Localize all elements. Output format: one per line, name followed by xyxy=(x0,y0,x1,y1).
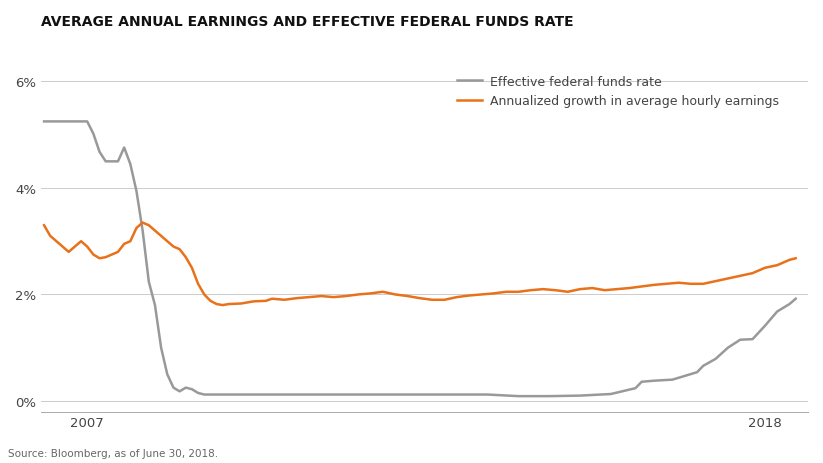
Annualized growth in average hourly earnings xyxy=(137,220,147,226)
Effective federal funds rate xyxy=(298,392,308,397)
Annualized growth in average hourly earnings xyxy=(791,256,801,262)
Annualized growth in average hourly earnings xyxy=(70,244,80,250)
Effective federal funds rate xyxy=(45,119,55,125)
Annualized growth in average hourly earnings xyxy=(218,303,228,308)
Effective federal funds rate xyxy=(514,394,523,399)
Line: Effective federal funds rate: Effective federal funds rate xyxy=(44,122,796,396)
Effective federal funds rate xyxy=(452,392,462,397)
Legend: Effective federal funds rate, Annualized growth in average hourly earnings: Effective federal funds rate, Annualized… xyxy=(458,76,779,108)
Annualized growth in average hourly earnings xyxy=(279,297,289,303)
Effective federal funds rate xyxy=(637,379,647,385)
Text: AVERAGE ANNUAL EARNINGS AND EFFECTIVE FEDERAL FUNDS RATE: AVERAGE ANNUAL EARNINGS AND EFFECTIVE FE… xyxy=(41,15,574,29)
Effective federal funds rate xyxy=(791,296,801,302)
Line: Annualized growth in average hourly earnings: Annualized growth in average hourly earn… xyxy=(44,223,796,306)
Annualized growth in average hourly earnings xyxy=(40,223,49,229)
Annualized growth in average hourly earnings xyxy=(551,288,560,294)
Effective federal funds rate xyxy=(162,372,172,377)
Text: Source: Bloomberg, as of June 30, 2018.: Source: Bloomberg, as of June 30, 2018. xyxy=(8,448,218,458)
Effective federal funds rate xyxy=(40,119,49,125)
Annualized growth in average hourly earnings xyxy=(119,242,129,247)
Annualized growth in average hourly earnings xyxy=(199,292,209,298)
Annualized growth in average hourly earnings xyxy=(353,292,363,298)
Effective federal funds rate xyxy=(390,392,400,397)
